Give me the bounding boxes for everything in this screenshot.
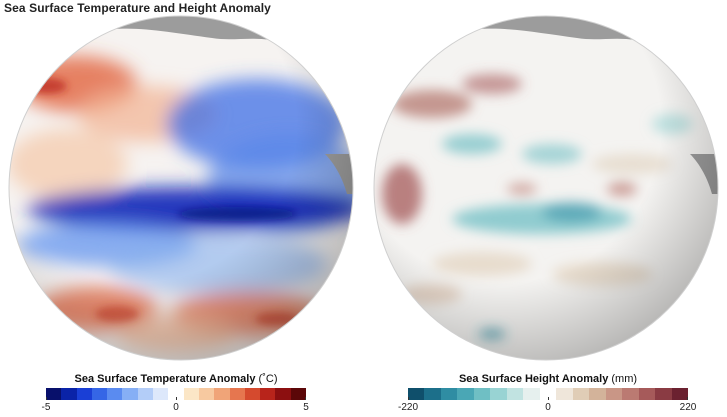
ssh-ramp-swatch	[490, 388, 507, 400]
ssh-ramp-swatch	[572, 388, 590, 400]
ssh-color-ramp	[408, 388, 688, 400]
ssh-anomaly-globe	[373, 15, 719, 361]
ssh-legend-title: Sea Surface Height Anomaly (mm)	[408, 372, 688, 387]
sst-ramp-swatch	[153, 388, 169, 400]
ssh-ramp-swatch	[440, 388, 458, 400]
sst-legend: Sea Surface Temperature Anomaly (˚C) -5 …	[42, 372, 309, 414]
ssh-legend-ticks: -220 0 220	[398, 397, 696, 414]
ssh-ramp-swatch	[671, 388, 688, 400]
ssh-ramp-swatch	[473, 388, 491, 400]
sst-ramp-swatch	[91, 388, 108, 400]
sst-legend-mid: 0	[173, 402, 179, 413]
ssh-legend: Sea Surface Height Anomaly (mm) -220 0 2…	[398, 372, 696, 414]
ssh-ramp-swatch	[589, 388, 606, 400]
sst-legend-ticks: -5 0 5	[42, 397, 309, 414]
ssh-legend-max: 220	[679, 402, 697, 413]
sst-legend-max: 5	[303, 402, 309, 413]
ssh-ramp-swatch	[506, 388, 524, 400]
ssh-ramp-swatch	[605, 388, 623, 400]
sst-ramp-swatch	[198, 388, 215, 400]
ssh-ramp-swatch	[408, 388, 425, 400]
sst-ramp-swatch	[122, 388, 138, 400]
ssh-legend-min: -220	[397, 402, 419, 413]
ssh-ramp-swatch	[655, 388, 672, 400]
sst-ramp-swatch	[61, 388, 77, 400]
sst-ramp-swatch	[76, 388, 92, 400]
ssh-ramp-swatch	[556, 388, 573, 400]
ssh-ramp-swatch	[638, 388, 656, 400]
ssh-ramp-swatch	[457, 388, 474, 400]
ssh-legend-mid: 0	[545, 402, 551, 413]
ssh-ramp-swatch	[424, 388, 441, 400]
sst-legend-unit: (˚C)	[258, 373, 278, 385]
sst-ramp-swatch	[275, 388, 291, 400]
ssh-legend-label: Sea Surface Height Anomaly	[458, 373, 609, 385]
sst-ramp-swatch	[46, 388, 62, 400]
ssh-ramp-swatch	[539, 388, 557, 400]
sst-ramp-swatch	[183, 388, 199, 400]
ssh-ramp-swatch	[622, 388, 639, 400]
sst-legend-label: Sea Surface Temperature Anomaly	[74, 373, 256, 385]
sst-ramp-swatch	[290, 388, 307, 400]
sst-color-ramp	[46, 388, 307, 400]
sst-ramp-swatch	[244, 388, 261, 400]
sst-ramp-swatch	[168, 388, 184, 400]
sst-ramp-swatch	[214, 388, 230, 400]
sst-ramp-swatch	[137, 388, 154, 400]
ssh-legend-unit: (mm)	[611, 373, 638, 385]
sst-ramp-swatch	[229, 388, 245, 400]
sst-ramp-swatch	[260, 388, 276, 400]
sst-anomaly-globe	[8, 15, 354, 361]
sst-legend-min: -5	[41, 402, 51, 413]
sst-ramp-swatch	[107, 388, 123, 400]
page-title: Sea Surface Temperature and Height Anoma…	[4, 1, 271, 15]
ssh-ramp-swatch	[523, 388, 540, 400]
sst-legend-title: Sea Surface Temperature Anomaly (˚C)	[46, 372, 306, 387]
